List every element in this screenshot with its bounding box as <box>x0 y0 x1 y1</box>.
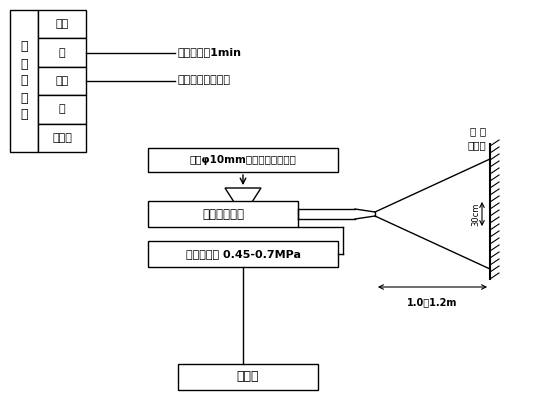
Text: 外加剂: 外加剂 <box>52 133 72 143</box>
Text: 混凝土运输车运送: 混凝土运输车运送 <box>178 75 231 85</box>
Text: 受 噴: 受 噴 <box>470 126 486 136</box>
Bar <box>148 241 338 267</box>
Bar <box>148 201 298 227</box>
Text: 风压控制在 0.45-0.7MPa: 风压控制在 0.45-0.7MPa <box>185 249 301 259</box>
Bar <box>148 148 338 172</box>
Text: 混凝土噴射机: 混凝土噴射机 <box>202 207 244 220</box>
Bar <box>178 364 318 390</box>
Bar <box>38 95 86 123</box>
Text: 拌和时间＜1min: 拌和时间＜1min <box>178 47 242 57</box>
Text: 石子: 石子 <box>55 76 69 86</box>
Text: 混
凝
土
拌
和: 混 凝 土 拌 和 <box>20 40 28 121</box>
Bar <box>38 10 86 38</box>
Text: 围岩面: 围岩面 <box>467 140 486 150</box>
Text: 水: 水 <box>59 105 66 114</box>
Bar <box>38 123 86 152</box>
Polygon shape <box>225 188 261 202</box>
Text: 水泥: 水泥 <box>55 19 69 29</box>
Text: 筛网φ10mm（滤出超径石子）: 筛网φ10mm（滤出超径石子） <box>190 155 296 165</box>
Bar <box>38 38 86 67</box>
Text: 砂: 砂 <box>59 47 66 58</box>
Bar <box>10 10 38 152</box>
Bar <box>38 67 86 95</box>
Text: 速凝剂: 速凝剂 <box>237 370 259 383</box>
Text: 30cm: 30cm <box>471 202 480 226</box>
Text: 1.0～1.2m: 1.0～1.2m <box>407 297 458 307</box>
